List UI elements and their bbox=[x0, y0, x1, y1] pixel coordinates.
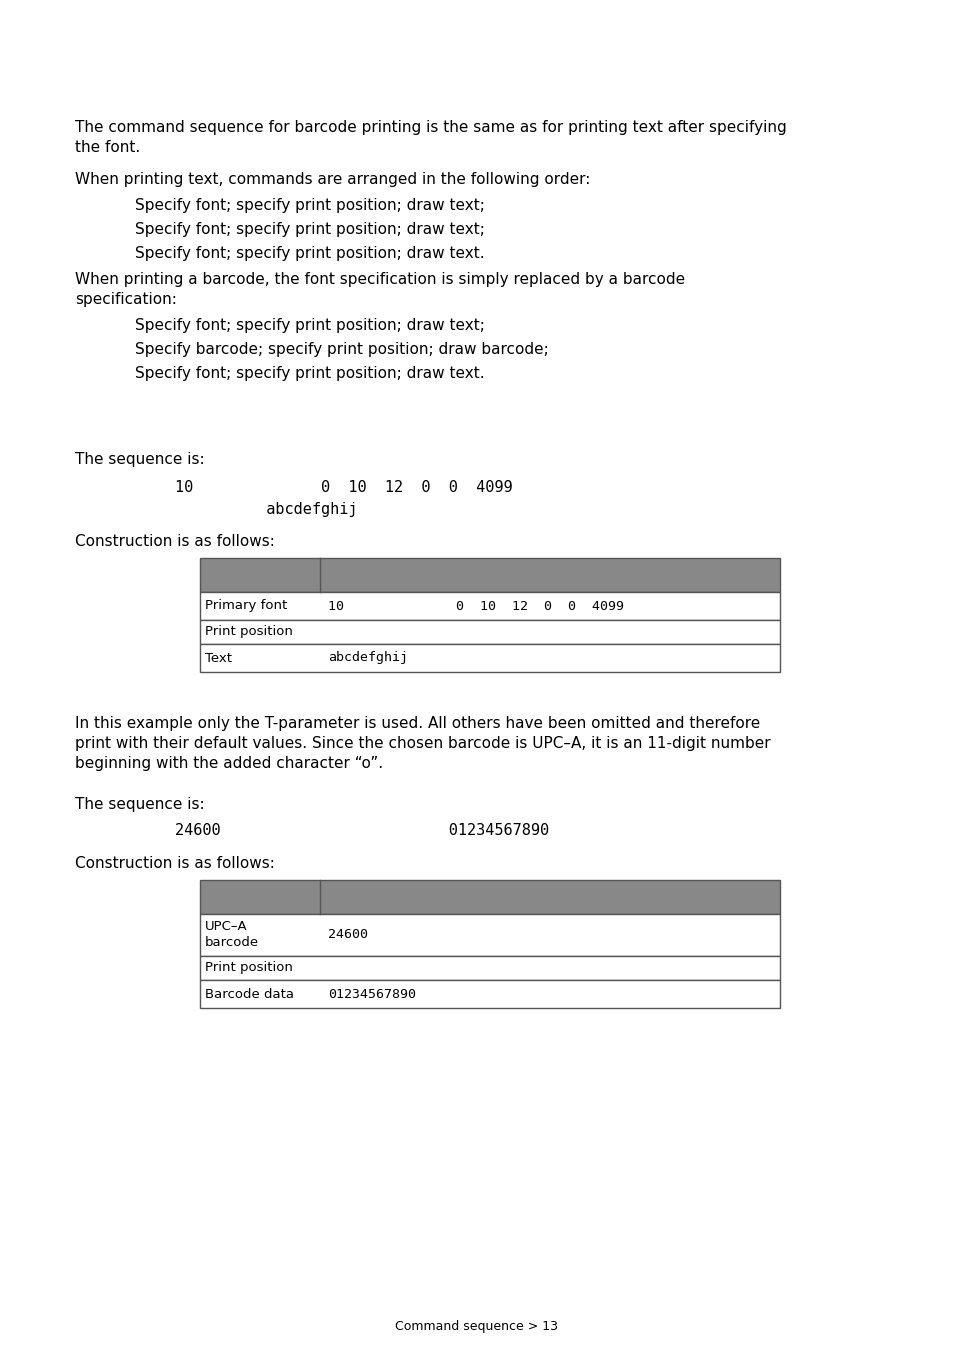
Text: Specify font; specify print position; draw text.: Specify font; specify print position; dr… bbox=[135, 366, 484, 381]
Bar bbox=[200, 914, 780, 956]
Bar bbox=[200, 558, 780, 593]
Bar bbox=[200, 880, 780, 914]
Text: UPC–A
barcode: UPC–A barcode bbox=[205, 921, 259, 949]
Text: Construction is as follows:: Construction is as follows: bbox=[75, 535, 274, 549]
Bar bbox=[200, 620, 780, 644]
Text: Specify font; specify print position; draw text;: Specify font; specify print position; dr… bbox=[135, 198, 484, 213]
Text: Specify font; specify print position; draw text;: Specify font; specify print position; dr… bbox=[135, 319, 484, 333]
Text: 10              0  10  12  0  0  4099: 10 0 10 12 0 0 4099 bbox=[328, 599, 623, 613]
Text: Print position: Print position bbox=[205, 961, 293, 975]
Bar bbox=[200, 593, 780, 620]
Bar bbox=[200, 956, 780, 980]
Text: The command sequence for barcode printing is the same as for printing text after: The command sequence for barcode printin… bbox=[75, 120, 786, 155]
Text: abcdefghij: abcdefghij bbox=[328, 652, 408, 664]
Text: Command sequence > 13: Command sequence > 13 bbox=[395, 1320, 558, 1332]
Text: In this example only the T-parameter is used. All others have been omitted and t: In this example only the T-parameter is … bbox=[75, 716, 770, 771]
Bar bbox=[200, 980, 780, 1008]
Text: 10              0  10  12  0  0  4099: 10 0 10 12 0 0 4099 bbox=[174, 481, 512, 495]
Text: Print position: Print position bbox=[205, 625, 293, 639]
Bar bbox=[200, 644, 780, 672]
Text: When printing text, commands are arranged in the following order:: When printing text, commands are arrange… bbox=[75, 171, 590, 188]
Text: abcdefghij: abcdefghij bbox=[174, 502, 357, 517]
Text: Primary font: Primary font bbox=[205, 599, 287, 613]
Text: When printing a barcode, the font specification is simply replaced by a barcode
: When printing a barcode, the font specif… bbox=[75, 271, 684, 306]
Text: Specify font; specify print position; draw text;: Specify font; specify print position; dr… bbox=[135, 221, 484, 238]
Text: The sequence is:: The sequence is: bbox=[75, 796, 204, 811]
Text: The sequence is:: The sequence is: bbox=[75, 452, 204, 467]
Text: Specify barcode; specify print position; draw barcode;: Specify barcode; specify print position;… bbox=[135, 342, 548, 356]
Text: Specify font; specify print position; draw text.: Specify font; specify print position; dr… bbox=[135, 246, 484, 261]
Text: 24600                         01234567890: 24600 01234567890 bbox=[174, 824, 549, 838]
Text: 24600: 24600 bbox=[328, 929, 368, 941]
Text: Construction is as follows:: Construction is as follows: bbox=[75, 856, 274, 871]
Text: 01234567890: 01234567890 bbox=[328, 987, 416, 1000]
Text: Barcode data: Barcode data bbox=[205, 987, 294, 1000]
Text: Text: Text bbox=[205, 652, 232, 664]
